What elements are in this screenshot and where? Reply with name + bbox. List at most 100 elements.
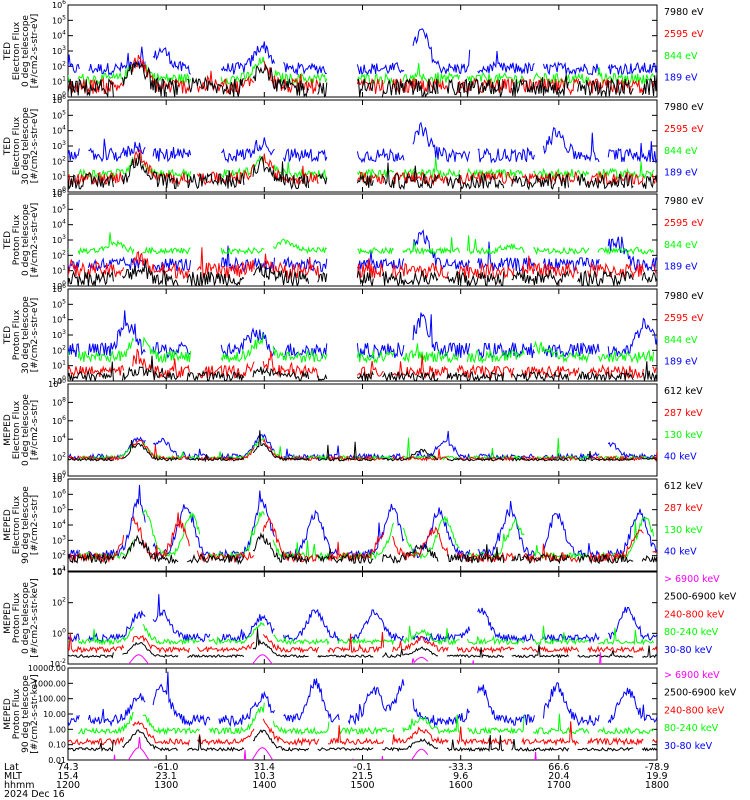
y-tick-label: 104 bbox=[52, 125, 66, 136]
lat-tick-label: -78.9 bbox=[645, 762, 670, 773]
series-line bbox=[68, 60, 657, 97]
y-axis-label: [#/cm2-s-str-keV] bbox=[30, 578, 40, 657]
legend-label: 40 keV bbox=[664, 547, 697, 558]
y-axis-label: TED bbox=[3, 42, 13, 61]
y-tick-label: 101 bbox=[52, 265, 66, 276]
y-axis-label: 30 deg telescope bbox=[21, 107, 31, 185]
y-axis-label: TED bbox=[3, 326, 13, 345]
series-line bbox=[68, 153, 657, 191]
legend-label: 30-80 keV bbox=[664, 645, 713, 656]
y-tick-label: 100 bbox=[52, 470, 66, 481]
legend-label: 7980 eV bbox=[664, 291, 704, 302]
y-tick-label: 105 bbox=[52, 504, 66, 515]
lat-tick-label: 66.6 bbox=[548, 762, 569, 773]
legend-label: 2500-6900 keV bbox=[664, 592, 737, 603]
series-line bbox=[68, 718, 657, 747]
legend-label: 130 keV bbox=[664, 525, 703, 536]
time-tick-label: 1400 bbox=[252, 780, 276, 791]
y-axis-label: TED bbox=[3, 137, 13, 156]
legend-label: 612 keV bbox=[664, 481, 703, 492]
y-axis-label: [#/cm2-s-str-eV] bbox=[30, 203, 40, 278]
y-axis-label: MEPED bbox=[3, 509, 13, 541]
legend-label: 189 eV bbox=[664, 168, 698, 179]
y-tick-label: 103 bbox=[52, 534, 66, 545]
mlt-tick-label: 23.1 bbox=[156, 771, 177, 782]
xaxis-row-label: Lat bbox=[4, 762, 19, 773]
y-tick-label: 0.10 bbox=[48, 741, 66, 750]
y-tick-label: 103 bbox=[52, 329, 66, 340]
legend-label: 40 keV bbox=[664, 452, 697, 463]
y-tick-label: 104 bbox=[52, 314, 66, 325]
mlt-tick-label: 21.5 bbox=[352, 771, 373, 782]
y-tick-label: 106 bbox=[52, 415, 66, 426]
time-tick-label: 1600 bbox=[449, 780, 473, 791]
time-tick-label: 1800 bbox=[645, 780, 669, 791]
lat-tick-label: 74.3 bbox=[57, 762, 78, 773]
y-tick-label: 100 bbox=[52, 91, 66, 102]
panel-frame bbox=[67, 667, 658, 761]
legend-label: 287 keV bbox=[664, 408, 703, 419]
y-axis-label: Proton Flux bbox=[12, 309, 22, 360]
y-tick-label: 103 bbox=[52, 234, 66, 245]
lat-tick-label: -61.0 bbox=[154, 762, 179, 773]
y-tick-label: 105 bbox=[52, 298, 66, 309]
y-tick-label: 108 bbox=[52, 396, 66, 407]
legend-label: 2500-6900 keV bbox=[664, 688, 737, 699]
series-line bbox=[68, 702, 655, 736]
legend-label: 2595 eV bbox=[664, 218, 704, 229]
y-axis-label: [#/cm2-s-str] bbox=[30, 495, 40, 555]
y-tick-label: 104 bbox=[52, 433, 66, 444]
legend-label: 2595 eV bbox=[664, 124, 704, 135]
legend-label: 844 eV bbox=[664, 51, 698, 62]
y-tick-label: 101 bbox=[52, 76, 66, 87]
legend-label: 80-240 keV bbox=[664, 627, 719, 638]
y-axis-label: MEPED bbox=[3, 602, 13, 634]
legend-label: 80-240 keV bbox=[664, 723, 719, 734]
xaxis-row-label: MLT bbox=[4, 771, 22, 782]
series-line bbox=[68, 628, 657, 659]
legend-label: 189 eV bbox=[664, 262, 698, 273]
mlt-tick-label: 15.4 bbox=[57, 771, 78, 782]
y-tick-label: 101 bbox=[52, 360, 66, 371]
y-tick-label: 10.00 bbox=[43, 710, 66, 719]
lat-tick-label: 31.4 bbox=[254, 762, 275, 773]
y-tick-label: 10000.00 bbox=[28, 664, 66, 673]
y-tick-label: 104 bbox=[52, 519, 66, 530]
y-tick-label: 104 bbox=[52, 219, 66, 230]
series-line bbox=[68, 355, 657, 381]
panel-frame bbox=[67, 383, 658, 477]
mlt-tick-label: 19.9 bbox=[646, 771, 667, 782]
y-axis-label: Electron Flux bbox=[12, 495, 22, 554]
legend-label: 287 keV bbox=[664, 503, 703, 514]
mlt-tick-label: 10.3 bbox=[254, 771, 275, 782]
y-tick-label: 106 bbox=[52, 188, 66, 199]
legend-label: 7980 eV bbox=[664, 196, 704, 207]
series-line bbox=[68, 310, 657, 360]
legend-label: 130 keV bbox=[664, 430, 703, 441]
y-axis-label: Electron Flux bbox=[12, 21, 22, 80]
y-tick-label: 105 bbox=[52, 203, 66, 214]
y-tick-label: 102 bbox=[52, 597, 66, 608]
y-axis-label: 0 deg telescope bbox=[21, 204, 31, 276]
legend-label: 2595 eV bbox=[664, 29, 704, 40]
series-line bbox=[68, 484, 657, 561]
series-line bbox=[68, 671, 657, 728]
y-tick-label: 10-2 bbox=[50, 658, 66, 669]
time-tick-label: 1700 bbox=[547, 780, 571, 791]
y-tick-label: 1000.00 bbox=[33, 679, 66, 688]
y-axis-label: [#/cm2-s-str-eV] bbox=[30, 109, 40, 184]
y-axis-label: [#/cm2-s-str] bbox=[30, 400, 40, 460]
legend-label: > 6900 keV bbox=[664, 670, 720, 681]
series-line bbox=[68, 621, 655, 646]
y-tick-label: 104 bbox=[52, 30, 66, 41]
time-tick-label: 1300 bbox=[154, 780, 178, 791]
y-tick-label: 102 bbox=[52, 155, 66, 166]
y-axis-label: MEPED bbox=[3, 698, 13, 730]
legend-label: > 6900 keV bbox=[664, 574, 720, 585]
mlt-tick-label: 20.4 bbox=[548, 771, 569, 782]
lat-tick-label: -33.3 bbox=[448, 762, 473, 773]
y-axis-label: [#/cm2-s-str-eV] bbox=[30, 14, 40, 89]
y-tick-label: 0.01 bbox=[48, 756, 66, 765]
series-line bbox=[68, 430, 657, 463]
time-tick-label: 1200 bbox=[56, 780, 80, 791]
